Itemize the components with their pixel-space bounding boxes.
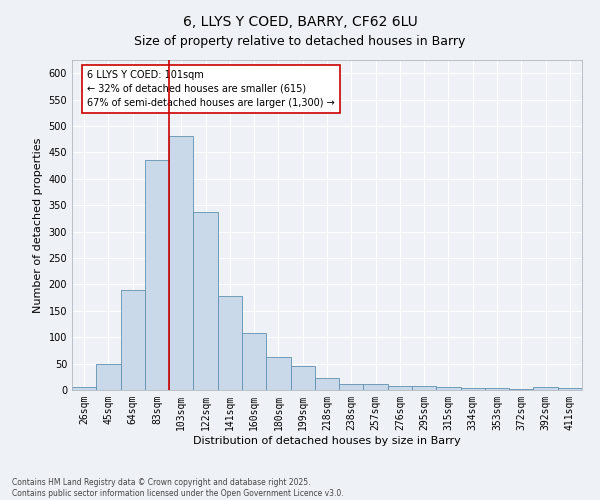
Bar — [72, 388, 96, 390]
Bar — [558, 388, 582, 390]
Bar — [121, 290, 145, 390]
Bar — [145, 160, 169, 390]
Bar — [533, 388, 558, 390]
Bar — [436, 388, 461, 390]
Bar — [412, 386, 436, 390]
Bar — [388, 386, 412, 390]
Bar — [218, 296, 242, 390]
Bar — [96, 364, 121, 390]
Bar — [290, 366, 315, 390]
Text: 6, LLYS Y COED, BARRY, CF62 6LU: 6, LLYS Y COED, BARRY, CF62 6LU — [182, 15, 418, 29]
Bar — [485, 388, 509, 390]
Bar — [242, 333, 266, 390]
Text: 6 LLYS Y COED: 101sqm
← 32% of detached houses are smaller (615)
67% of semi-det: 6 LLYS Y COED: 101sqm ← 32% of detached … — [88, 70, 335, 108]
Bar — [193, 212, 218, 390]
Bar — [461, 388, 485, 390]
Bar — [339, 384, 364, 390]
X-axis label: Distribution of detached houses by size in Barry: Distribution of detached houses by size … — [193, 436, 461, 446]
Bar — [169, 136, 193, 390]
Bar — [266, 358, 290, 390]
Bar — [509, 389, 533, 390]
Bar — [364, 384, 388, 390]
Bar — [315, 378, 339, 390]
Text: Contains HM Land Registry data © Crown copyright and database right 2025.
Contai: Contains HM Land Registry data © Crown c… — [12, 478, 344, 498]
Text: Size of property relative to detached houses in Barry: Size of property relative to detached ho… — [134, 35, 466, 48]
Y-axis label: Number of detached properties: Number of detached properties — [33, 138, 43, 312]
